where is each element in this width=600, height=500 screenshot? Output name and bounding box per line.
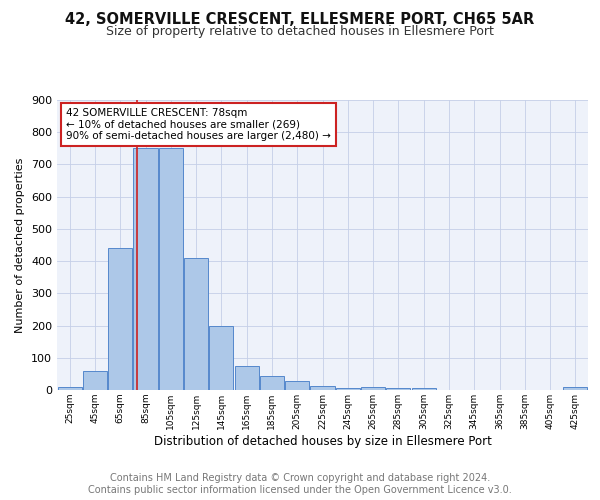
Text: Size of property relative to detached houses in Ellesmere Port: Size of property relative to detached ho… — [106, 25, 494, 38]
Text: 42 SOMERVILLE CRESCENT: 78sqm
← 10% of detached houses are smaller (269)
90% of : 42 SOMERVILLE CRESCENT: 78sqm ← 10% of d… — [66, 108, 331, 142]
Bar — [133, 148, 158, 390]
Bar — [209, 326, 233, 390]
Bar — [184, 258, 208, 390]
Bar — [310, 386, 335, 390]
Bar — [58, 387, 82, 390]
Bar — [386, 388, 410, 390]
Text: 42, SOMERVILLE CRESCENT, ELLESMERE PORT, CH65 5AR: 42, SOMERVILLE CRESCENT, ELLESMERE PORT,… — [65, 12, 535, 28]
Bar — [412, 388, 436, 390]
Bar — [83, 372, 107, 390]
Bar — [159, 148, 183, 390]
X-axis label: Distribution of detached houses by size in Ellesmere Port: Distribution of detached houses by size … — [154, 434, 491, 448]
Bar — [260, 376, 284, 390]
Bar — [336, 388, 360, 390]
Bar — [285, 382, 309, 390]
Bar — [235, 366, 259, 390]
Bar — [108, 248, 132, 390]
Bar — [563, 388, 587, 390]
Text: Contains HM Land Registry data © Crown copyright and database right 2024.
Contai: Contains HM Land Registry data © Crown c… — [88, 474, 512, 495]
Bar — [361, 387, 385, 390]
Y-axis label: Number of detached properties: Number of detached properties — [16, 158, 25, 332]
